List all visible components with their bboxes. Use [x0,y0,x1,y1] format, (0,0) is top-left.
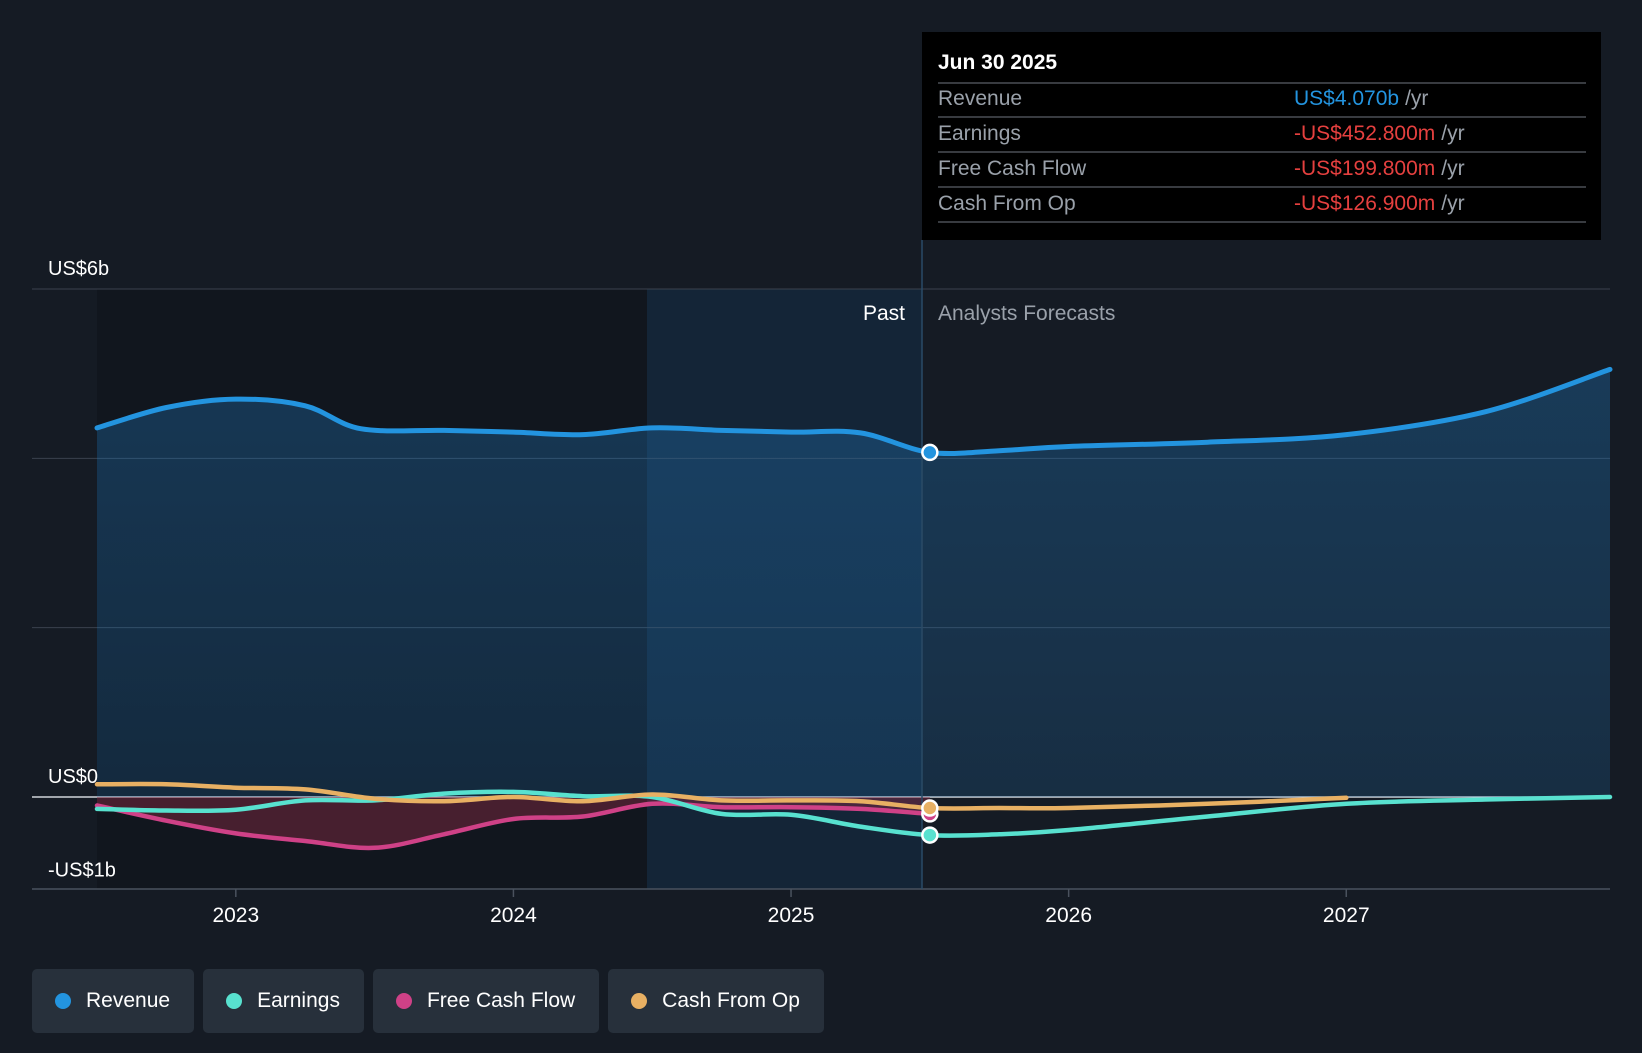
series-line-earnings [94,789,1613,838]
tooltip-date: Jun 30 2025 [938,51,1057,74]
past-label: Past [863,302,905,325]
forecast-label: Analysts Forecasts [938,302,1115,325]
x-tick-label-2023: 2023 [212,904,259,927]
tooltip: Jun 30 2025 Revenue US$4.070b/yr Earnings -U… [922,32,1601,240]
legend-dot-revenue-icon [55,993,71,1009]
tooltip-value-revenue: US$4.070b/yr [1294,87,1428,110]
x-axis-labels: 2023 2024 2025 2026 2027 [212,889,1370,927]
highlight-point-earnings [921,826,939,844]
legend-item-free-cash-flow[interactable]: Free Cash Flow [372,969,600,1033]
series-line-revenue [94,366,1613,457]
legend-label-earnings: Earnings [257,989,340,1012]
revenue-area [97,369,1610,797]
tooltip-label-cash-from-op: Cash From Op [938,192,1076,215]
x-tick-label-2025: 2025 [768,904,815,927]
tooltip-label-revenue: Revenue [938,87,1022,110]
tooltip-value-free-cash-flow: -US$199.800m/yr [1294,157,1465,180]
tooltip-background [922,32,1601,240]
tooltip-label-free-cash-flow: Free Cash Flow [938,157,1087,180]
highlight-point-revenue [921,443,939,462]
legend-label-revenue: Revenue [86,989,171,1012]
x-tick-label-2026: 2026 [1045,904,1092,927]
tooltip-value-earnings: -US$452.800m/yr [1294,122,1465,145]
tooltip-unit: /yr [1441,122,1464,145]
legend-item-earnings[interactable]: Earnings [203,969,364,1033]
highlight-point-cash-from-op [921,799,939,817]
series-lines [94,366,1613,851]
tooltip-unit: /yr [1441,157,1464,180]
highlight-points [921,443,939,844]
y-tick-label--us-1b: -US$1b [48,860,116,882]
x-tick-label-2027: 2027 [1323,904,1370,927]
legend: Revenue Earnings Free Cash Flow Cash Fro… [32,969,824,1033]
legend-dot-free-cash-flow-icon [395,993,412,1009]
y-tick-label-us-0: US$0 [48,766,98,788]
tooltip-value-cash-from-op: -US$126.900m/yr [1294,192,1465,215]
legend-label-cash-from-op: Cash From Op [662,989,800,1012]
tooltip-label-earnings: Earnings [938,122,1021,145]
series-line-cash-from-op [94,781,1349,811]
legend-dot-cash-from-op-icon [631,993,648,1009]
series-areas [97,369,1610,848]
tooltip-unit: /yr [1441,192,1464,215]
free-cash-flow-area [97,797,930,848]
legend-item-cash-from-op[interactable]: Cash From Op [608,969,824,1033]
y-axis-labels: US$6b US$0 -US$1b [48,258,116,882]
y-tick-label-us-6b: US$6b [48,258,109,280]
legend-dot-earnings-icon [226,993,243,1009]
series-line-free-cash-flow [94,801,933,851]
legend-item-revenue[interactable]: Revenue [32,969,195,1033]
tooltip-unit: /yr [1405,87,1428,110]
legend-label-free-cash-flow: Free Cash Flow [426,989,576,1012]
x-tick-label-2024: 2024 [490,904,537,927]
